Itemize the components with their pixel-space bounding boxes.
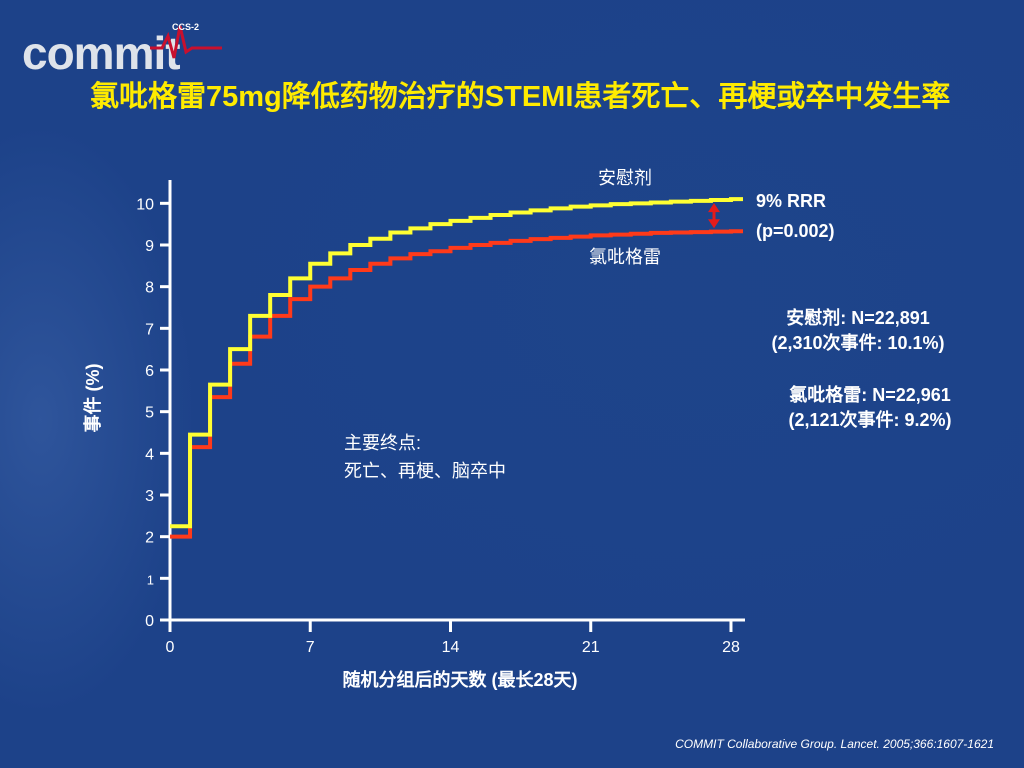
x-tick-label: 21	[582, 639, 600, 656]
rrr-annotation: 9% RRR (p=0.002)	[756, 186, 835, 246]
y-tick-label: 1	[147, 572, 154, 587]
y-tick-label: 2	[145, 530, 154, 547]
citation: COMMIT Collaborative Group. Lancet. 2005…	[675, 737, 994, 751]
y-tick-label: 10	[136, 196, 154, 213]
y-tick-label: 5	[145, 405, 154, 422]
difference-arrow-head-up	[708, 203, 720, 213]
series-line-clopidogrel	[170, 229, 743, 539]
series-label-placebo: 安慰剂	[598, 168, 652, 188]
y-tick-label: 0	[145, 613, 154, 630]
logo-wordmark: commit	[22, 27, 181, 79]
clopidogrel-stats-events: (2,121次事件: 9.2%)	[788, 410, 952, 430]
y-tick-label: 9	[145, 238, 154, 255]
clopidogrel-stats: 氯吡格雷: N=22,961 (2,121次事件: 9.2%)	[760, 383, 980, 433]
x-tick-label: 14	[442, 639, 460, 656]
placebo-stats-events: (2,310次事件: 10.1%)	[771, 333, 945, 353]
slide-title: 氯吡格雷75mg降低药物治疗的STEMI患者死亡、再梗或卒中发生率	[90, 81, 951, 113]
y-tick-label: 4	[145, 446, 154, 463]
y-tick-label: 8	[145, 280, 154, 297]
difference-arrow-head-down	[708, 219, 720, 229]
series-line-placebo	[170, 197, 743, 529]
y-tick-label: 6	[145, 363, 154, 380]
p-value: (p=0.002)	[756, 221, 835, 241]
x-tick-label: 28	[722, 639, 740, 656]
endpoint-note-line2: 死亡、再梗、脑卒中	[344, 461, 506, 481]
clopidogrel-stats-label: 氯吡格雷: N=22,961	[789, 385, 951, 405]
x-tick-label: 0	[166, 639, 175, 656]
y-tick-label: 7	[145, 321, 154, 338]
placebo-stats-label: 安慰剂: N=22,891	[786, 308, 930, 328]
rrr-value: 9% RRR	[756, 191, 827, 211]
placebo-stats: 安慰剂: N=22,891 (2,310次事件: 10.1%)	[748, 306, 968, 356]
y-tick-label: 3	[145, 488, 154, 505]
logo-badge: CCS-2	[172, 22, 200, 32]
series-label-clopidogrel: 氯吡格雷	[589, 247, 661, 267]
x-axis-label: 随机分组后的天数 (最长28天)	[342, 669, 577, 690]
commit-logo: commit CCS-2	[22, 12, 222, 79]
y-axis-label: 事件 (%)	[82, 364, 103, 433]
endpoint-note-line1: 主要终点:	[344, 433, 421, 453]
logo-heartbeat-icon	[150, 25, 222, 59]
x-tick-label: 7	[306, 639, 315, 656]
